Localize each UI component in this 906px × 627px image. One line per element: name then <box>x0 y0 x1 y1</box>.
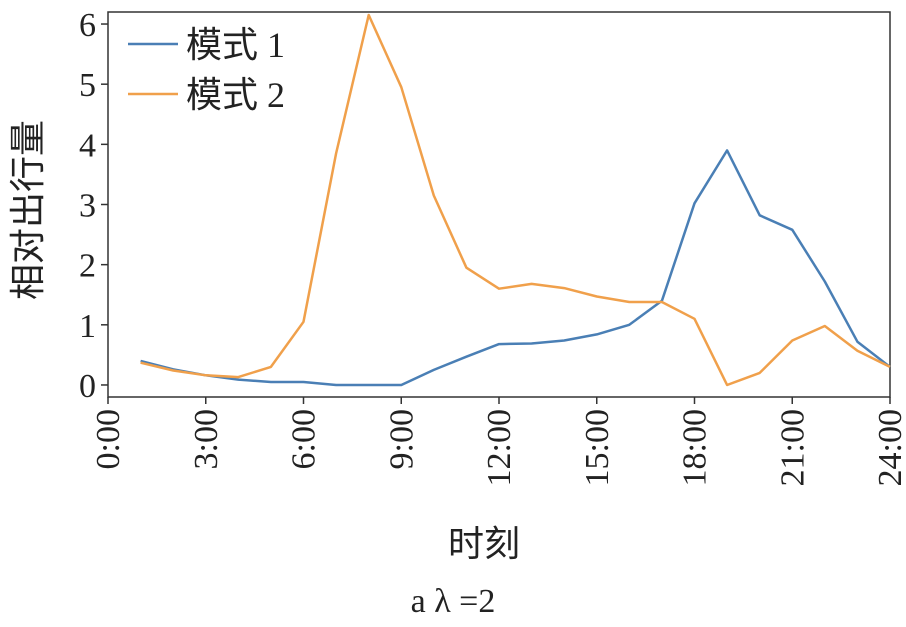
x-tick-label: 24:00 <box>872 409 906 486</box>
figure-caption: a λ =2 <box>411 583 496 620</box>
x-axis-label: 时刻 <box>448 524 520 564</box>
series-line-2 <box>140 13 891 387</box>
y-tick-label: 2 <box>79 248 96 285</box>
plot-frame <box>107 11 891 398</box>
x-tick-label: 6:00 <box>286 409 323 469</box>
y-axis: 0 1 2 3 4 5 6 <box>79 7 108 405</box>
y-tick-label: 5 <box>79 67 96 104</box>
y-tick-label: 0 <box>79 368 96 405</box>
y-axis-label: 相对出行量 <box>8 120 48 300</box>
series-layer <box>140 13 891 387</box>
x-tick-label: 9:00 <box>383 409 420 469</box>
y-tick-label: 3 <box>79 188 96 225</box>
x-tick-label: 21:00 <box>774 409 811 486</box>
y-tick-label: 1 <box>79 308 96 345</box>
legend-label-series-1: 模式 1 <box>186 25 285 65</box>
legend-label-series-2: 模式 2 <box>186 75 285 115</box>
x-tick-label: 18:00 <box>677 409 714 486</box>
y-tick-label: 6 <box>79 7 96 44</box>
x-tick-label: 15:00 <box>579 409 616 486</box>
x-tick-label: 3:00 <box>188 409 225 469</box>
x-tick-label: 12:00 <box>481 409 518 486</box>
series-line-1 <box>140 149 891 387</box>
x-axis: 0:00 3:00 6:00 9:00 12:00 15:00 18:00 21:00 24:0… <box>90 397 906 486</box>
plot-area: 0:00 3:00 6:00 9:00 12:00 15:00 18:00 21:00 24:0… <box>79 7 906 486</box>
x-tick-label: 0:00 <box>90 409 127 469</box>
legend: 模式 1 模式 2 <box>128 25 285 115</box>
y-tick-label: 4 <box>79 127 96 164</box>
